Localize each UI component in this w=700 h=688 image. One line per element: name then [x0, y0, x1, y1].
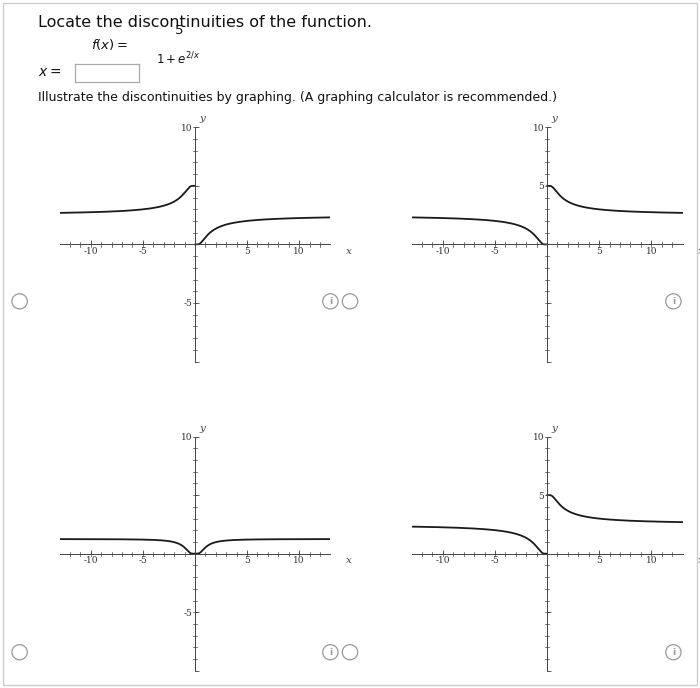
- Text: $x =$: $x =$: [38, 65, 62, 79]
- Text: i: i: [672, 297, 675, 306]
- Text: $1 + e^{2/x}$: $1 + e^{2/x}$: [156, 51, 201, 67]
- Text: x: x: [346, 556, 352, 565]
- Text: Illustrate the discontinuities by graphing. (A graphing calculator is recommende: Illustrate the discontinuities by graphi…: [38, 91, 557, 104]
- Text: i: i: [329, 297, 332, 306]
- Text: x: x: [698, 556, 700, 565]
- Text: y: y: [199, 114, 205, 123]
- Text: i: i: [329, 647, 332, 657]
- Text: Locate the discontinuities of the function.: Locate the discontinuities of the functi…: [38, 15, 372, 30]
- Text: y: y: [551, 114, 557, 123]
- Text: i: i: [672, 647, 675, 657]
- Text: x: x: [698, 247, 700, 256]
- Text: $5$: $5$: [174, 24, 183, 36]
- Text: $f(x) =$: $f(x) =$: [91, 36, 128, 52]
- Text: y: y: [199, 424, 205, 433]
- Text: y: y: [551, 424, 557, 433]
- Text: x: x: [346, 247, 352, 256]
